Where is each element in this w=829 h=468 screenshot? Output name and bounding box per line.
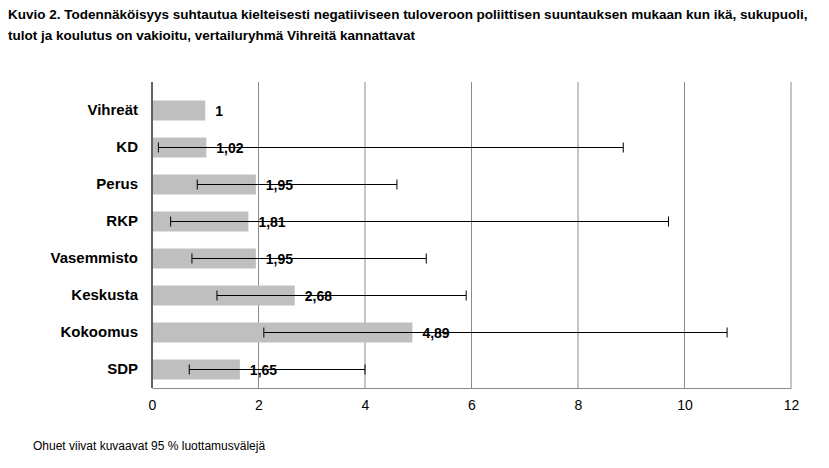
x-tick: 12 [784,388,800,413]
x-tick: 2 [255,388,263,413]
y-tick: Perus [96,175,152,192]
x-tick: 0 [149,388,157,413]
grid [152,82,791,388]
chart: Kuvio 2. Todennäköisyys suhtautua kielte… [0,0,829,468]
y-tick-label: RKP [106,212,138,229]
x-tick: 4 [362,388,370,413]
data-label: 1,65 [250,362,277,378]
y-tick-label: Keskusta [71,286,138,303]
x-tick-label: 2 [255,397,263,413]
error-bar-cap [426,254,427,264]
x-tick: 8 [575,388,583,413]
y-tick-label: KD [116,138,138,155]
x-tick-label: 12 [784,397,800,413]
error-bar-cap [263,328,264,338]
error-bar-cap [191,254,192,264]
grid-line [791,82,792,388]
x-axis-line [153,388,792,389]
x-axis: 0 2 4 6 8 10 12 [149,388,800,413]
data-label: 1,95 [266,177,293,193]
data-labels: 1 1,02 1,95 1,81 1,95 2,68 4,89 1,65 [215,103,450,378]
data-label: 4,89 [422,325,449,341]
error-bar-line [264,332,727,333]
error-bar [192,254,426,264]
error-bar-cap [365,365,366,375]
error-bar [217,291,466,301]
y-tick-label: SDP [107,360,138,377]
error-bar-line [171,221,669,222]
y-tick: SDP [107,360,152,377]
error-bar-cap [158,143,159,153]
error-bar-cap [170,217,171,227]
error-bar [197,180,397,190]
y-tick-label: Vasemmisto [50,249,138,266]
error-bar-cap [189,365,190,375]
y-tick: KD [116,138,152,155]
data-label: 1,81 [258,214,285,230]
error-bar-cap [396,180,397,190]
y-axis-line [152,82,153,388]
error-bar-cap [623,143,624,153]
data-label: 1 [215,103,223,119]
error-bar-cap [216,291,217,301]
y-tick: Kokoomus [60,323,152,340]
x-tick-label: 0 [149,397,157,413]
data-label: 2,68 [305,288,332,304]
title: Kuvio 2. Todennäköisyys suhtautua kielte… [8,7,807,43]
error-bar-cap [668,217,669,227]
error-bar [189,365,365,375]
x-tick-label: 4 [362,397,370,413]
y-axis: Vihreät KD Perus RKP Vasemmisto Keskusta Kokoo… [50,82,152,388]
y-tick-label: Perus [96,175,138,192]
x-tick-label: 8 [575,397,583,413]
error-bar-cap [466,291,467,301]
error-bar-cap [727,328,728,338]
x-tick-label: 6 [468,397,476,413]
error-bar-line [189,369,365,370]
grid-line [471,82,472,388]
plot-area [152,101,727,380]
grid-line [152,82,153,388]
y-tick: RKP [106,212,152,229]
y-tick-label: Kokoomus [60,323,138,340]
title-line: tulot ja koulutus on vakioitu, vertailur… [8,28,416,43]
error-bar-line [197,184,397,185]
grid-line [684,82,685,388]
y-tick: Vasemmisto [50,249,152,266]
caption: Ohuet viivat kuvaavat 95 % luottamusväle… [33,439,265,453]
data-label: 1,95 [266,251,293,267]
error-bar-line [192,258,426,259]
error-bar [171,217,669,227]
y-tick-label: Vihreät [87,101,138,118]
error-bar-line [217,295,466,296]
y-tick: Keskusta [71,286,152,303]
y-tick: Vihreät [87,101,152,118]
x-tick: 6 [468,388,476,413]
bar [152,101,205,121]
grid-line [578,82,579,388]
title-line: Kuvio 2. Todennäköisyys suhtautua kielte… [8,7,807,22]
error-bar-cap [197,180,198,190]
data-label: 1,02 [216,140,243,156]
error-bar [264,328,727,338]
x-tick: 10 [677,388,693,413]
x-tick-label: 10 [677,397,693,413]
